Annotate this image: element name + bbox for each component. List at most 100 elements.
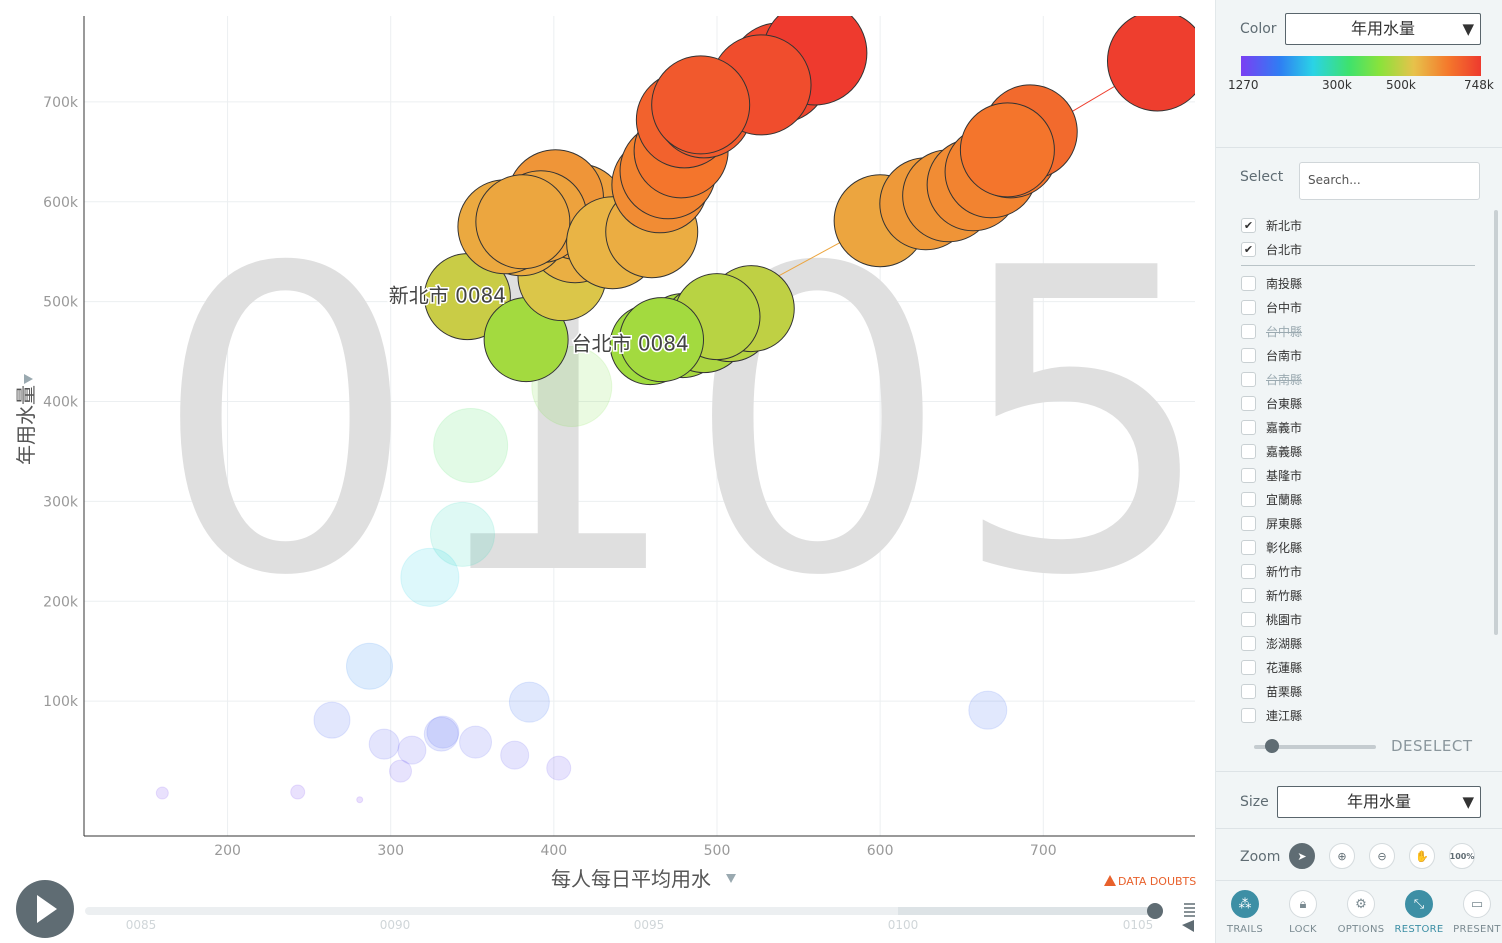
size-dropdown[interactable]: 年用水量 ▼ [1277, 786, 1481, 818]
checkbox[interactable] [1241, 299, 1256, 315]
present-icon: ▭ [1463, 890, 1491, 918]
checkbox[interactable] [1241, 539, 1256, 555]
list-item[interactable]: 屏東縣 [1241, 512, 1302, 534]
trail-bubble [475, 174, 571, 270]
color-dropdown[interactable]: 年用水量 ▼ [1285, 13, 1481, 45]
trail-start-label: 台北市 0084 [571, 332, 688, 356]
present-label: PRESENT [1453, 924, 1501, 935]
size-label: Size [1240, 794, 1269, 810]
zoom-in-icon[interactable]: ⊕ [1329, 843, 1355, 869]
data-doubts-link[interactable]: DATA DOUBTS [1118, 875, 1196, 888]
play-icon [37, 895, 57, 923]
checkbox[interactable] [1241, 275, 1256, 291]
bubble-chart: 0105 200 300 400 500 600 700 100k 200k 300k 400k 50… [14, 16, 1215, 938]
list-item[interactable]: 花蓮縣 [1241, 656, 1302, 678]
list-item[interactable]: 台南市 [1241, 344, 1302, 366]
trail-bubble [619, 297, 705, 383]
opacity-slider-track[interactable] [1254, 745, 1376, 749]
list-item[interactable]: 基隆市 [1241, 464, 1302, 486]
checkbox[interactable] [1241, 491, 1256, 507]
checkbox[interactable] [1241, 419, 1256, 435]
list-item[interactable]: 台中縣 [1241, 320, 1302, 342]
list-item[interactable]: 新竹縣 [1241, 584, 1302, 606]
zoom-100-button[interactable]: 100% [1449, 843, 1475, 869]
size-dropdown-value: 年用水量 [1346, 792, 1411, 811]
list-item[interactable]: 南投縣 [1241, 272, 1302, 294]
list-item[interactable]: 台東縣 [1241, 392, 1302, 414]
checkbox[interactable] [1241, 659, 1256, 675]
list-item[interactable]: ✔ 新北市 [1241, 214, 1302, 236]
list-item-label: 台中縣 [1266, 324, 1303, 339]
bubble [500, 740, 530, 770]
pointer-tool-icon[interactable]: ➤ [1289, 843, 1315, 869]
trails-button[interactable]: ⁂ TRAILS [1220, 890, 1270, 935]
sidebar-divider [1216, 880, 1502, 881]
bubble [433, 407, 509, 483]
list-item[interactable]: 嘉義市 [1241, 416, 1302, 438]
y-tick-label: 700k [43, 95, 79, 111]
checkbox[interactable] [1241, 443, 1256, 459]
list-item[interactable]: 宜蘭縣 [1241, 488, 1302, 510]
bubble [546, 755, 572, 781]
y-axis-title: 年用水量 [14, 385, 38, 465]
list-item-label: 嘉義市 [1266, 420, 1303, 435]
list-item-label: 連江縣 [1266, 708, 1303, 723]
bubble [459, 725, 493, 759]
list-item[interactable]: 台中市 [1241, 296, 1302, 318]
list-item-label: 台南縣 [1266, 372, 1303, 387]
list-item-label: 宜蘭縣 [1266, 492, 1303, 507]
list-item[interactable]: 澎湖縣 [1241, 632, 1302, 654]
timeline-tick-label: 0090 [380, 918, 411, 932]
list-item[interactable]: 新竹市 [1241, 560, 1302, 582]
timeline-progress [898, 907, 1155, 915]
checkbox[interactable] [1241, 707, 1256, 723]
checkbox[interactable] [1241, 683, 1256, 699]
x-axis-title: 每人每日平均用水 [551, 867, 711, 891]
lock-button[interactable]: 🔒︎ LOCK [1278, 890, 1328, 935]
list-item-label: 新北市 [1266, 218, 1303, 233]
checkbox[interactable] [1241, 323, 1256, 339]
restore-button[interactable]: ⤡ RESTORE [1394, 890, 1444, 935]
zoom-label: Zoom [1240, 849, 1281, 865]
present-button[interactable]: ▭ PRESENT [1452, 890, 1502, 935]
list-item[interactable]: 桃園市 [1241, 608, 1302, 630]
list-item[interactable]: 苗栗縣 [1241, 680, 1302, 702]
x-tick-label: 300 [377, 843, 404, 859]
list-item-label: 台東縣 [1266, 396, 1303, 411]
checkbox[interactable] [1241, 611, 1256, 627]
list-item[interactable]: ✔ 台北市 [1241, 238, 1302, 260]
zoom-out-icon[interactable]: ⊖ [1369, 843, 1395, 869]
list-item[interactable]: 台南縣 [1241, 368, 1302, 390]
timeline-slider-knob[interactable] [1147, 903, 1163, 919]
checkbox[interactable] [1241, 587, 1256, 603]
checkbox-checked-icon[interactable]: ✔ [1241, 241, 1256, 257]
trails-label: TRAILS [1226, 924, 1264, 935]
checkbox[interactable] [1241, 371, 1256, 387]
trails-icon: ⁂ [1231, 890, 1259, 918]
timeline-tick-label: 0105 [1123, 918, 1154, 932]
checkbox-checked-icon[interactable]: ✔ [1241, 217, 1256, 233]
restore-icon: ⤡ [1405, 890, 1433, 918]
deselect-button[interactable]: DESELECT [1391, 737, 1473, 755]
list-item-label: 苗栗縣 [1266, 684, 1303, 699]
gear-icon: ⚙ [1347, 890, 1375, 918]
color-legend-max: 748k [1464, 78, 1494, 92]
checkbox[interactable] [1241, 347, 1256, 363]
search-input[interactable]: Search... [1299, 162, 1480, 200]
bubble [155, 786, 169, 800]
options-button[interactable]: ⚙ OPTIONS [1336, 890, 1386, 935]
checkbox[interactable] [1241, 515, 1256, 531]
list-scrollbar[interactable] [1494, 210, 1498, 635]
checkbox[interactable] [1241, 563, 1256, 579]
opacity-slider-knob[interactable] [1265, 739, 1280, 753]
checkbox[interactable] [1241, 467, 1256, 483]
timeline-menu-icon[interactable] [1184, 903, 1195, 917]
list-item[interactable]: 嘉義縣 [1241, 440, 1302, 462]
checkbox[interactable] [1241, 635, 1256, 651]
list-item[interactable]: 彰化縣 [1241, 536, 1302, 558]
bubble [345, 642, 393, 690]
checkbox[interactable] [1241, 395, 1256, 411]
trail-bubble [959, 102, 1055, 198]
list-item[interactable]: 連江縣 [1241, 704, 1302, 726]
hand-pan-icon[interactable]: ✋ [1409, 843, 1435, 869]
